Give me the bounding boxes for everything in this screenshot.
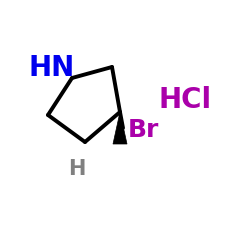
Text: Br: Br xyxy=(128,118,160,142)
Text: H: H xyxy=(68,159,86,179)
Polygon shape xyxy=(113,112,127,144)
Text: HN: HN xyxy=(29,54,75,82)
Text: HCl: HCl xyxy=(158,86,212,114)
